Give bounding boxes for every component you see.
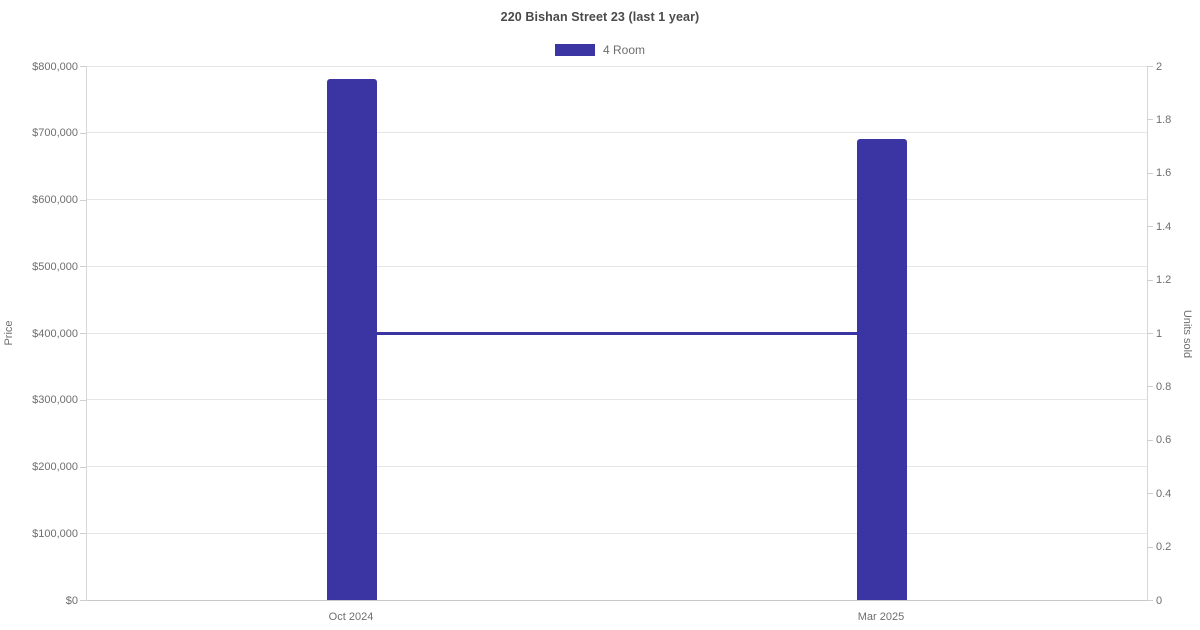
gridline — [87, 65, 1147, 67]
y-axis-left-tick — [80, 266, 86, 268]
y-axis-left-tick-label: $200,000 — [32, 461, 78, 473]
gridline — [87, 199, 1147, 200]
y-axis-right-tick-label: 1.8 — [1156, 113, 1172, 126]
y-axis-left-tick-label: $600,000 — [32, 194, 78, 206]
y-axis-left-tick-label: $400,000 — [32, 327, 78, 340]
plot-area — [86, 65, 1148, 601]
legend-label-4-room: 4 Room — [602, 43, 646, 57]
y-axis-right-tick — [1147, 172, 1153, 174]
y-axis-right-tick — [1147, 279, 1153, 281]
y-axis-right-tick-label: 1 — [1156, 327, 1163, 340]
y-axis-right-tick-label: 0.6 — [1156, 434, 1172, 447]
chart-title: 220 Bishan Street 23 (last 1 year) — [500, 10, 700, 24]
y-axis-right-tick-label: 2 — [1156, 60, 1163, 73]
gridline — [87, 532, 1147, 534]
y-axis-right-tick — [1147, 66, 1153, 67]
y-axis-left-tick — [80, 466, 86, 468]
y-axis-right-tick — [1147, 226, 1153, 228]
x-axis-tick-label-mar-2025: Mar 2025 — [857, 611, 905, 623]
y-axis-left-tick-label: $800,000 — [32, 60, 78, 73]
gridline — [87, 399, 1147, 401]
y-axis-left-tick-label: $0 — [65, 594, 78, 607]
x-axis-tick-label-oct-2024: Oct 2024 — [328, 611, 374, 623]
bar-oct-2024 — [327, 79, 377, 600]
y-axis-right-tick-label: 0 — [1156, 594, 1163, 607]
y-axis-left-tick-label: $100,000 — [32, 527, 78, 540]
gridline — [87, 265, 1147, 267]
y-axis-left-tick — [80, 132, 86, 134]
y-axis-right-tick-label: 1.4 — [1156, 220, 1172, 233]
line-units-sold — [352, 331, 882, 335]
y-axis-right-tick-label: 1.2 — [1156, 274, 1172, 287]
y-axis-right-tick — [1147, 493, 1153, 495]
y-axis-left-tick — [80, 533, 86, 535]
y-axis-right-tick-label: 0.4 — [1156, 487, 1172, 500]
y-axis-right-tick-label: 0.8 — [1156, 380, 1172, 393]
y-axis-right-title: Units sold — [1181, 309, 1193, 359]
y-axis-right-tick-label: 0.2 — [1156, 541, 1172, 554]
y-axis-right-tick — [1147, 439, 1153, 441]
y-axis-left-tick — [80, 600, 86, 601]
bar-mar-2025 — [857, 139, 907, 600]
legend-swatch-4-room — [554, 44, 595, 56]
y-axis-right-tick-label: 1.6 — [1156, 167, 1172, 180]
y-axis-right-tick — [1147, 600, 1153, 601]
legend[interactable]: 4 Room — [0, 42, 1200, 58]
y-axis-left-tick — [80, 66, 86, 67]
y-axis-right-tick — [1147, 386, 1153, 388]
y-axis-left-tick — [80, 333, 86, 334]
gridline — [87, 466, 1147, 467]
y-axis-right-tick — [1147, 119, 1153, 121]
y-axis-right-tick — [1147, 333, 1153, 334]
y-axis-left-tick — [80, 199, 86, 201]
y-axis-left-tick-label: $300,000 — [32, 394, 78, 407]
y-axis-left-tick-label: $700,000 — [32, 127, 78, 140]
y-axis-left-tick-label: $500,000 — [32, 260, 78, 273]
y-axis-left-tick — [80, 399, 86, 401]
gridline — [87, 132, 1147, 134]
y-axis-right-tick — [1147, 546, 1153, 548]
